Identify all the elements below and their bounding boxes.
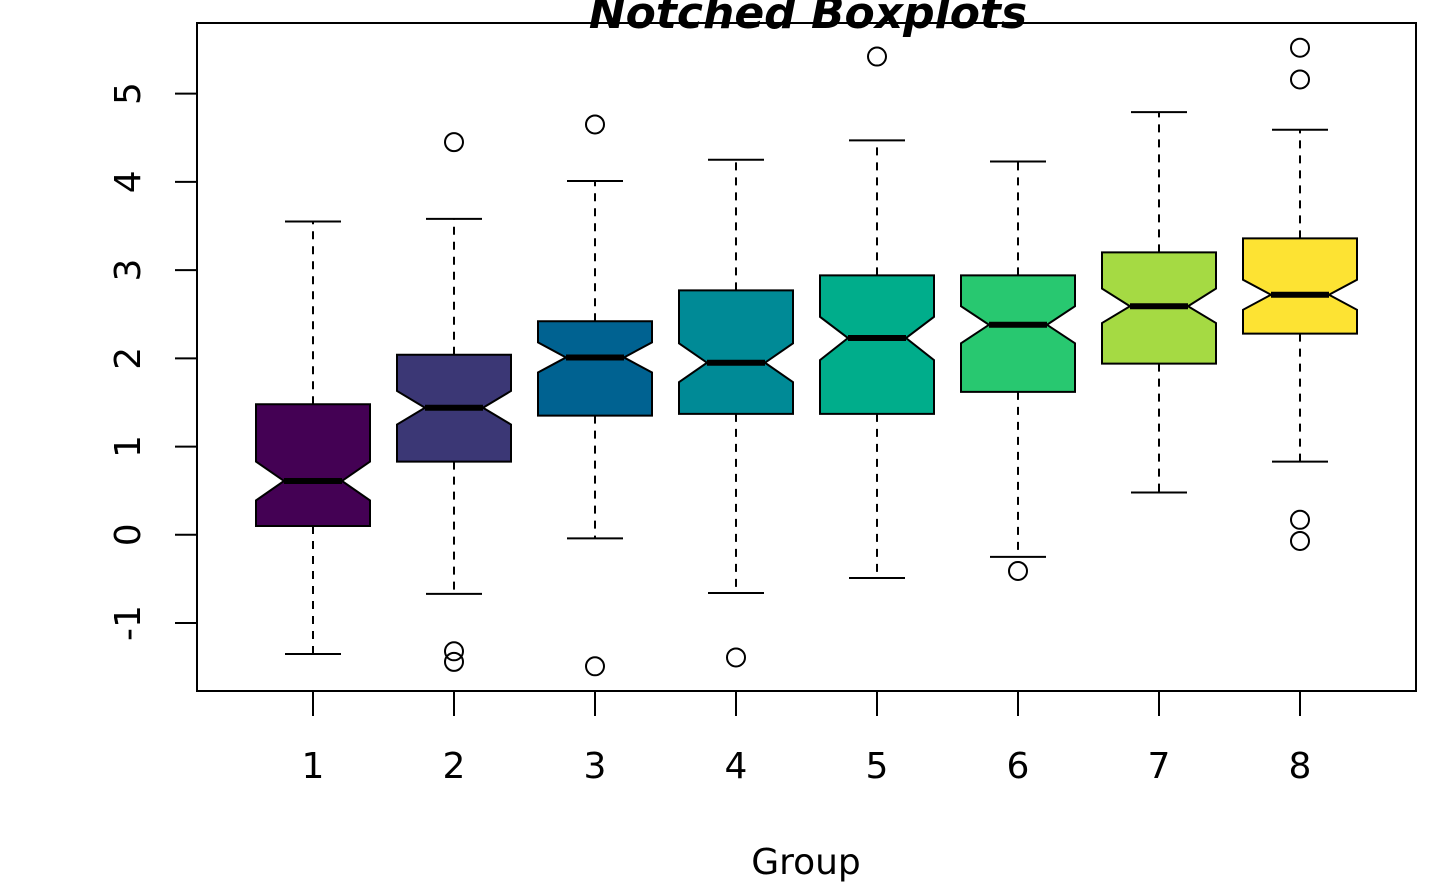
box-group-2	[396, 132, 512, 672]
y-axis: -1 0 1 2 3 4 5	[108, 82, 197, 641]
outlier-point	[444, 641, 464, 662]
outlier-point	[1290, 509, 1310, 530]
notched-box	[960, 274, 1076, 393]
x-tick-label: 6	[1007, 746, 1030, 787]
box-group-1	[255, 220, 371, 655]
box-group-4	[678, 158, 794, 668]
y-tick-label: 5	[108, 82, 149, 105]
notched-box	[1242, 237, 1358, 335]
box-group-5	[819, 46, 935, 580]
chart-title: Notched Boxplots	[589, 0, 1027, 39]
box-group-3	[537, 114, 653, 677]
x-axis-label: Group	[751, 842, 861, 883]
y-tick-label: -1	[108, 605, 149, 641]
outlier-point	[444, 132, 464, 153]
notched-box	[255, 403, 371, 527]
x-tick-label: 3	[584, 746, 607, 787]
outlier-point	[1290, 37, 1310, 58]
x-tick-label: 1	[302, 746, 325, 787]
boxes-layer	[255, 37, 1358, 677]
box-group-6	[960, 160, 1076, 581]
outlier-point	[1290, 530, 1310, 551]
x-tick-label: 5	[866, 746, 889, 787]
outlier-point	[585, 114, 605, 135]
outlier-point	[1008, 560, 1028, 581]
box-group-8	[1242, 37, 1358, 551]
notched-box	[537, 320, 653, 417]
y-tick-label: 3	[108, 259, 149, 282]
notched-box	[678, 289, 794, 415]
x-axis: 1 2 3 4 5 6 7 8	[302, 691, 1312, 787]
outlier-point	[1290, 69, 1310, 90]
y-tick-label: 1	[108, 435, 149, 458]
x-tick-label: 8	[1289, 746, 1312, 787]
x-tick-label: 4	[725, 746, 748, 787]
y-tick-label: 0	[108, 523, 149, 546]
notched-box	[819, 274, 935, 415]
plot-frame	[196, 22, 1417, 692]
outlier-point	[867, 46, 887, 67]
outlier-point	[585, 656, 605, 677]
outlier-point	[444, 651, 464, 672]
y-tick-label: 4	[108, 170, 149, 193]
x-tick-label: 7	[1148, 746, 1171, 787]
outlier-point	[726, 647, 746, 668]
box-group-7	[1101, 111, 1217, 494]
y-tick-label: 2	[108, 347, 149, 370]
x-tick-label: 2	[443, 746, 466, 787]
